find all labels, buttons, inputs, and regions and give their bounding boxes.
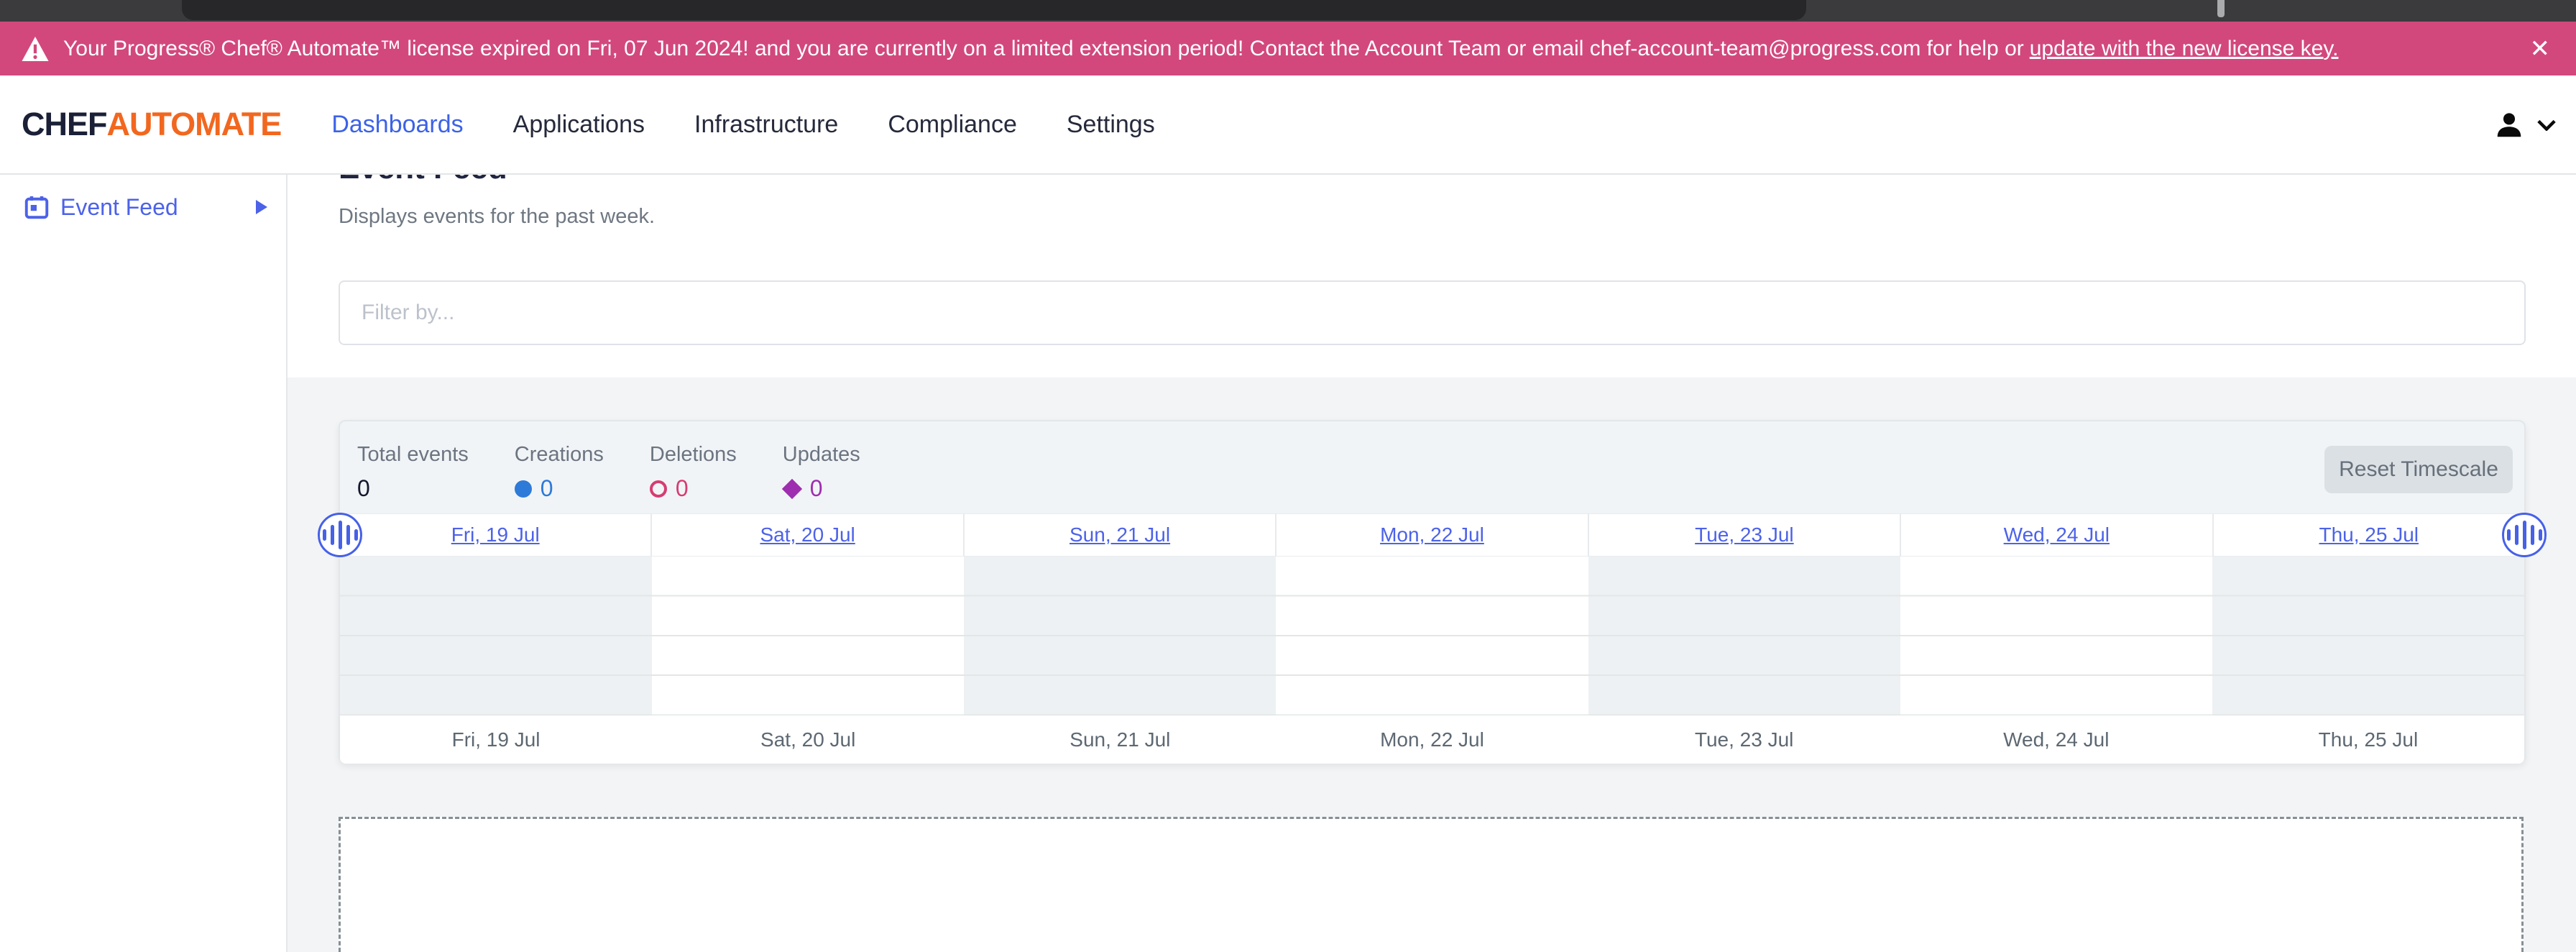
axis-day-label: Mon, 22 Jul bbox=[1380, 728, 1484, 751]
nav-applications[interactable]: Applications bbox=[512, 110, 645, 138]
timeline-day-link[interactable]: Tue, 23 Jul bbox=[1695, 523, 1794, 546]
grid-column bbox=[964, 557, 1276, 715]
warning-triangle-icon bbox=[22, 36, 49, 61]
user-menu-button[interactable] bbox=[2493, 75, 2556, 175]
axis-day-label: Fri, 19 Jul bbox=[451, 728, 540, 751]
stat-value: 0 bbox=[809, 475, 823, 501]
grid-column bbox=[1900, 557, 2212, 715]
nav-compliance[interactable]: Compliance bbox=[888, 110, 1017, 138]
app-header: CHEFAUTOMATE Dashboards Applications Inf… bbox=[0, 75, 2576, 175]
axis-day-label: Tue, 23 Jul bbox=[1694, 728, 1794, 751]
axis-day-label: Wed, 24 Jul bbox=[2003, 728, 2110, 751]
timeline-day-link[interactable]: Thu, 25 Jul bbox=[2319, 523, 2419, 546]
timeline-day-link[interactable]: Wed, 24 Jul bbox=[2003, 523, 2110, 546]
browser-chrome bbox=[0, 0, 2576, 22]
grid-column bbox=[1276, 557, 1588, 715]
grid-column bbox=[652, 557, 965, 715]
close-icon[interactable]: ✕ bbox=[2526, 37, 2555, 61]
timeline-day-link[interactable]: Sun, 21 Jul bbox=[1070, 523, 1171, 546]
timeline-day-header: Fri, 19 Jul Sat, 20 Jul Sun, 21 Jul Mon,… bbox=[340, 513, 2524, 557]
stat-label: Creations bbox=[514, 443, 604, 466]
stat-label: Deletions bbox=[649, 443, 737, 466]
grid-column bbox=[340, 557, 653, 715]
updates-marker-icon bbox=[781, 478, 802, 499]
logo-automate-text: AUTOMATE bbox=[106, 106, 282, 142]
reset-timescale-button[interactable]: Reset Timescale bbox=[2324, 446, 2513, 493]
sidebar-item-label: Event Feed bbox=[60, 193, 178, 220]
chef-automate-logo[interactable]: CHEFAUTOMATE bbox=[22, 106, 282, 143]
event-stats: Total events 0 Creations 0 Deletions 0 bbox=[357, 443, 860, 502]
main-nav: Dashboards Applications Infrastructure C… bbox=[331, 111, 1154, 139]
user-avatar-icon bbox=[2497, 113, 2521, 137]
nav-infrastructure[interactable]: Infrastructure bbox=[694, 110, 839, 138]
stat-creations: Creations 0 bbox=[514, 443, 604, 502]
event-graph-card: Total events 0 Creations 0 Deletions 0 bbox=[318, 420, 2547, 764]
stat-updates: Updates 0 bbox=[781, 443, 860, 502]
browser-extension-icon bbox=[2217, 0, 2225, 17]
grid-column bbox=[1588, 557, 1900, 715]
stat-value: 0 bbox=[357, 475, 370, 501]
sidebar-item-event-feed[interactable]: Event Feed bbox=[0, 186, 286, 228]
license-update-link[interactable]: update with the new license key. bbox=[2029, 36, 2339, 60]
stat-total-events: Total events 0 bbox=[357, 443, 469, 502]
empty-events-panel bbox=[339, 817, 2524, 952]
browser-address-bar bbox=[182, 0, 1806, 20]
filter-input[interactable] bbox=[339, 280, 2526, 345]
sidebar: Event Feed bbox=[0, 175, 288, 952]
timeline-day-cell: Fri, 19 Jul bbox=[340, 514, 653, 556]
main-content: Event Feed Displays events for the past … bbox=[288, 150, 2576, 952]
timeline-expand-right-button[interactable] bbox=[2502, 513, 2547, 557]
event-grid bbox=[340, 557, 2524, 715]
license-warning-banner: Your Progress® Chef® Automate™ license e… bbox=[0, 22, 2576, 75]
chevron-down-icon bbox=[2537, 119, 2556, 131]
nav-dashboards[interactable]: Dashboards bbox=[331, 110, 464, 138]
timeline-day-cell: Wed, 24 Jul bbox=[1901, 514, 2214, 556]
timeline-day-link[interactable]: Sat, 20 Jul bbox=[760, 523, 855, 546]
timeline-day-cell: Sat, 20 Jul bbox=[652, 514, 965, 556]
timeline-day-cell: Sun, 21 Jul bbox=[965, 514, 1277, 556]
chevron-right-icon bbox=[256, 200, 267, 214]
timeline-day-cell: Tue, 23 Jul bbox=[1589, 514, 1902, 556]
grid-column bbox=[2212, 557, 2524, 715]
stat-label: Total events bbox=[357, 443, 469, 466]
stat-value: 0 bbox=[675, 475, 689, 501]
timeline-day-cell: Mon, 22 Jul bbox=[1276, 514, 1589, 556]
stat-value: 0 bbox=[540, 475, 553, 501]
axis-day-label: Thu, 25 Jul bbox=[2318, 728, 2419, 751]
timeline-axis: Fri, 19 Jul Sat, 20 Jul Sun, 21 Jul Mon,… bbox=[340, 715, 2524, 764]
waveform-icon bbox=[2506, 529, 2511, 541]
calendar-icon bbox=[24, 196, 49, 219]
timeline-expand-left-button[interactable] bbox=[318, 513, 362, 557]
logo-chef-text: CHEF bbox=[22, 106, 107, 142]
waveform-icon bbox=[322, 529, 326, 541]
deletions-marker-icon bbox=[649, 480, 667, 498]
timeline-day-cell: Thu, 25 Jul bbox=[2214, 514, 2524, 556]
nav-settings[interactable]: Settings bbox=[1066, 110, 1155, 138]
page-subtitle: Displays events for the past week. bbox=[339, 205, 656, 228]
axis-day-label: Sat, 20 Jul bbox=[760, 728, 856, 751]
license-warning-text: Your Progress® Chef® Automate™ license e… bbox=[63, 36, 2024, 60]
stat-label: Updates bbox=[782, 443, 860, 466]
axis-day-label: Sun, 21 Jul bbox=[1070, 728, 1171, 751]
timeline-day-link[interactable]: Mon, 22 Jul bbox=[1380, 523, 1484, 546]
creations-marker-icon bbox=[514, 480, 532, 498]
timeline-day-link[interactable]: Fri, 19 Jul bbox=[451, 523, 540, 546]
stat-deletions: Deletions 0 bbox=[649, 443, 737, 502]
